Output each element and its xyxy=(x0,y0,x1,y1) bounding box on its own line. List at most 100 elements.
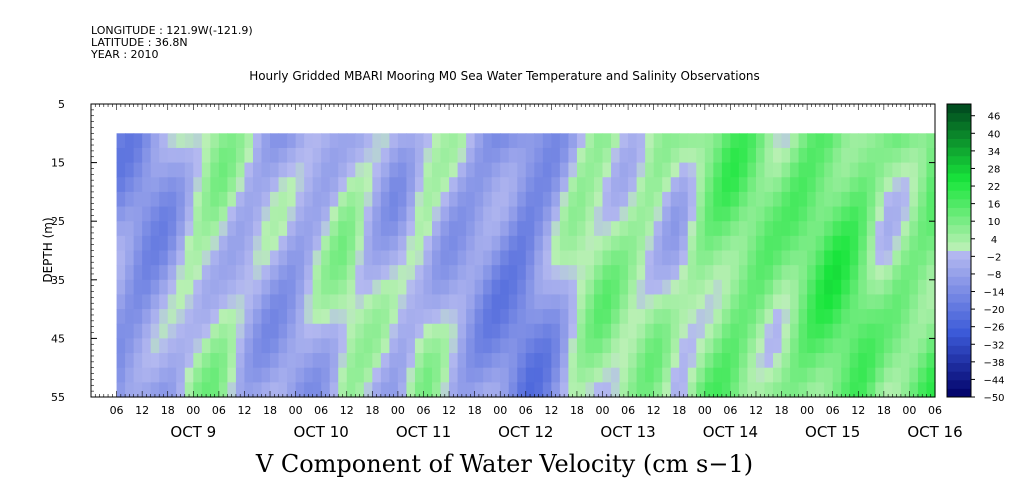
heatmap-cell xyxy=(721,294,731,310)
heatmap-cell xyxy=(551,133,561,149)
heatmap-cell xyxy=(764,147,774,164)
heatmap-cell xyxy=(755,147,766,164)
y-tick-label: 55 xyxy=(51,391,65,404)
heatmap-cell xyxy=(824,133,834,149)
heatmap-cell xyxy=(713,382,723,398)
heatmap-cell xyxy=(150,323,160,339)
heatmap-cell xyxy=(295,382,305,398)
heatmap-cell xyxy=(849,133,859,149)
heatmap-cell xyxy=(679,309,689,325)
heatmap-cell xyxy=(704,221,714,237)
heatmap-cell xyxy=(807,206,817,222)
heatmap-cell xyxy=(355,294,365,310)
heatmap-cell xyxy=(841,309,851,325)
heatmap-cell xyxy=(525,279,535,296)
heatmap-cell xyxy=(150,221,160,237)
heatmap-cell xyxy=(525,338,535,354)
heatmap-cell xyxy=(721,338,731,354)
heatmap-cell xyxy=(500,162,510,178)
heatmap-cell xyxy=(321,279,331,296)
heatmap-cell xyxy=(235,206,246,222)
heatmap-cell xyxy=(576,250,587,266)
heatmap-cell xyxy=(261,309,271,325)
heatmap-cell xyxy=(261,206,271,222)
heatmap-cell xyxy=(670,338,680,354)
heatmap-cell xyxy=(730,206,740,222)
heatmap-cell xyxy=(252,147,263,164)
heatmap-cell xyxy=(304,206,314,222)
heatmap-cell xyxy=(593,235,604,252)
heatmap-cell xyxy=(244,221,254,237)
heatmap-cell xyxy=(628,353,638,369)
heatmap-cell xyxy=(926,221,936,237)
heatmap-cell xyxy=(508,309,518,325)
heatmap-cell xyxy=(883,206,893,222)
colorbar-band xyxy=(947,371,971,381)
heatmap-cell xyxy=(389,162,399,178)
heatmap-cell xyxy=(125,162,135,178)
colorbar-band xyxy=(947,267,971,277)
heatmap-cell xyxy=(917,221,928,237)
heatmap-cell xyxy=(636,367,646,383)
heatmap-cell xyxy=(781,206,791,222)
heatmap-cell xyxy=(346,221,356,237)
heatmap-cell xyxy=(355,338,365,354)
heatmap-cell xyxy=(304,279,314,296)
heatmap-cell xyxy=(227,177,237,193)
heatmap-cell xyxy=(917,133,928,149)
heatmap-cell xyxy=(559,206,570,222)
heatmap-cell xyxy=(790,353,800,369)
heatmap-cell xyxy=(738,250,749,266)
heatmap-cell xyxy=(329,338,339,354)
heatmap-cell xyxy=(798,382,808,398)
heatmap-cell xyxy=(440,191,450,208)
heatmap-cell xyxy=(730,279,740,296)
colorbar-band xyxy=(947,233,971,243)
heatmap-cell xyxy=(218,323,229,339)
heatmap-cell xyxy=(721,191,731,208)
heatmap-cell xyxy=(909,133,919,149)
heatmap-cell xyxy=(807,309,817,325)
heatmap-cell xyxy=(611,147,621,164)
heatmap-cell xyxy=(218,279,229,296)
heatmap-cell xyxy=(790,382,800,398)
x-hour-label: 18 xyxy=(672,404,686,417)
heatmap-cell xyxy=(133,147,143,164)
heatmap-cell xyxy=(738,323,749,339)
heatmap-cell xyxy=(406,250,416,266)
heatmap-cell xyxy=(252,162,263,178)
heatmap-cell xyxy=(167,323,177,339)
heatmap-cell xyxy=(619,279,629,296)
heatmap-cell xyxy=(406,221,416,237)
heatmap-cell xyxy=(917,367,928,383)
heatmap-cell xyxy=(679,133,689,149)
heatmap-cell xyxy=(270,177,280,193)
heatmap-cell xyxy=(619,323,629,339)
heatmap-cell xyxy=(491,177,501,193)
heatmap-cell xyxy=(321,162,331,178)
heatmap-cell xyxy=(184,294,194,310)
heatmap-cell xyxy=(542,265,552,281)
heatmap-cell xyxy=(201,191,211,208)
heatmap-cell xyxy=(355,147,365,164)
heatmap-cell xyxy=(892,177,902,193)
heatmap-cell xyxy=(184,279,194,296)
heatmap-cell xyxy=(815,265,825,281)
heatmap-cell xyxy=(227,382,237,398)
heatmap-cell xyxy=(423,265,433,281)
heatmap-cell xyxy=(508,323,518,339)
heatmap-cell xyxy=(841,221,851,237)
heatmap-cell xyxy=(900,323,911,339)
heatmap-cell xyxy=(815,250,825,266)
colorbar-band xyxy=(947,259,971,269)
heatmap-cell xyxy=(440,279,450,296)
heatmap-cell xyxy=(423,382,433,398)
heatmap-cell xyxy=(321,338,331,354)
heatmap-cell xyxy=(491,382,501,398)
heatmap-cell xyxy=(329,250,339,266)
heatmap-cell xyxy=(508,235,518,252)
heatmap-cell xyxy=(312,162,322,178)
heatmap-cell xyxy=(892,323,902,339)
heatmap-cell xyxy=(193,221,203,237)
heatmap-cell xyxy=(687,367,697,383)
